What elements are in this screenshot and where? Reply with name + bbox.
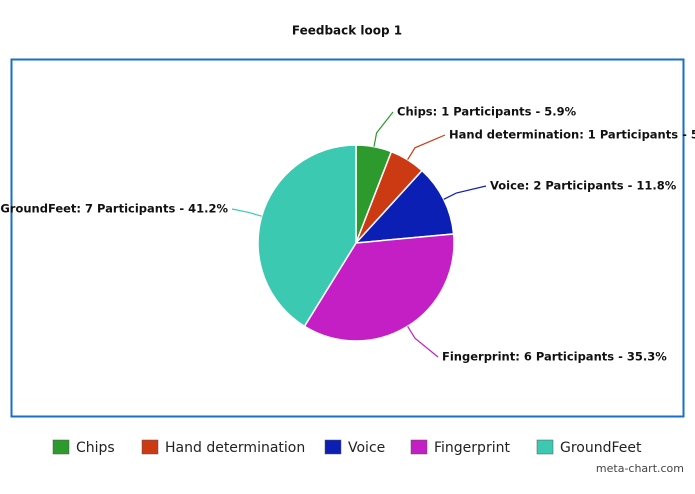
plot-frame: [10, 58, 685, 418]
legend-label: GroundFeet: [560, 440, 642, 456]
legend-label: Hand determination: [165, 440, 305, 456]
data-label: Fingerprint: 6 Participants - 35.3%: [442, 350, 667, 364]
legend-swatch: [536, 439, 554, 455]
legend-label: Chips: [76, 440, 115, 456]
legend-swatch: [52, 439, 70, 455]
chart-title: Feedback loop 1: [292, 24, 402, 38]
legend-label: Fingerprint: [434, 440, 510, 456]
pie-slice: [257, 144, 357, 328]
legend-swatch: [410, 439, 428, 455]
legend-swatch: [324, 439, 342, 455]
pie-slice: [303, 233, 455, 342]
leader-line: [407, 326, 439, 358]
legend-swatch: [141, 439, 159, 455]
leader-line: [443, 185, 487, 200]
data-label: Voice: 2 Participants - 11.8%: [490, 179, 677, 193]
leader-line: [407, 134, 446, 160]
legend-label: Voice: [348, 440, 385, 456]
pie-slice: [354, 169, 455, 244]
leader-line: [231, 208, 262, 217]
data-label: GroundFeet: 7 Participants - 41.2%: [0, 202, 228, 216]
data-label: Chips: 1 Participants - 5.9%: [397, 105, 577, 119]
credit: meta-chart.com: [596, 462, 684, 475]
leader-line: [373, 111, 394, 147]
data-label: Hand determination: 1 Participants - 5.9…: [449, 128, 695, 142]
